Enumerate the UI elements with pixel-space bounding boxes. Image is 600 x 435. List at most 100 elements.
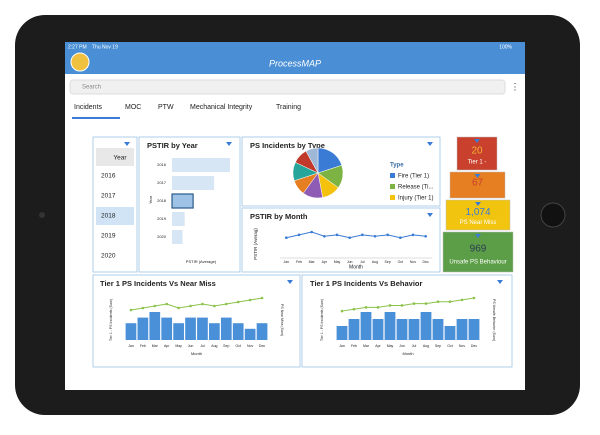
x-tick-label: Feb xyxy=(296,260,302,264)
point xyxy=(352,307,356,311)
axis-label: Year xyxy=(148,195,153,204)
tab: PTW xyxy=(158,104,174,111)
filter-icon[interactable] xyxy=(287,280,293,284)
point xyxy=(323,234,326,238)
bar xyxy=(348,319,360,340)
bar xyxy=(444,326,456,340)
bar xyxy=(197,317,208,340)
legend-swatch xyxy=(390,184,395,189)
point xyxy=(386,233,389,237)
x-tick-label: May xyxy=(175,344,182,348)
axis-label: PSTIR (Averag) xyxy=(253,228,258,260)
axis-label: Month xyxy=(349,264,363,270)
bar xyxy=(336,326,348,340)
line xyxy=(286,231,426,239)
bar xyxy=(408,319,420,340)
legend-swatch xyxy=(390,195,395,200)
bar xyxy=(172,230,183,244)
point xyxy=(153,304,157,308)
filter-icon[interactable] xyxy=(497,280,503,284)
avatar[interactable] xyxy=(70,52,90,72)
x-tick-label: Jan xyxy=(339,344,345,348)
selected-year xyxy=(96,207,134,225)
point xyxy=(400,304,404,307)
y-tick-label: 2020 xyxy=(157,234,167,239)
menu-dots[interactable]: ⋮ xyxy=(511,81,520,91)
legend-title: Type xyxy=(390,163,404,169)
axis-label: PS Unsafe Behavior (Sum) xyxy=(492,299,496,341)
x-tick-label: Aug xyxy=(423,344,429,348)
panel-title: PS Incidents by Type xyxy=(250,141,325,150)
bar xyxy=(171,193,194,209)
home-button[interactable] xyxy=(540,202,566,228)
point xyxy=(460,298,464,302)
legend-entry: Fire (Tier 1) xyxy=(398,174,429,180)
x-tick-label: Mar xyxy=(152,344,159,348)
x-tick-label: Jul xyxy=(200,344,205,348)
point xyxy=(236,300,240,304)
point xyxy=(424,302,428,305)
axis-label: PS Near Miss (Sum) xyxy=(280,304,284,336)
pie-slice xyxy=(305,147,319,174)
x-tick-label: Jun xyxy=(347,260,353,264)
year-header xyxy=(96,148,134,166)
tab: Training xyxy=(276,104,301,111)
point xyxy=(213,304,216,308)
point xyxy=(361,233,364,237)
bar xyxy=(372,319,384,340)
panel-title: Tier 1 PS Incidents Vs Behavior xyxy=(310,279,422,288)
app-header xyxy=(65,42,525,74)
x-tick-label: Nov xyxy=(410,260,416,264)
x-tick-label: Aug xyxy=(211,344,217,348)
x-tick-label: Mar xyxy=(309,260,316,264)
x-tick-label: Nov xyxy=(247,344,253,348)
point xyxy=(340,309,344,313)
y-tick-label: 2016 xyxy=(157,162,167,167)
filter-icon[interactable] xyxy=(124,142,130,146)
search-box[interactable] xyxy=(69,79,506,95)
bar xyxy=(432,319,444,340)
tab-underline xyxy=(72,117,120,119)
bar xyxy=(360,312,372,340)
point xyxy=(285,236,288,240)
point xyxy=(436,300,440,304)
legend-swatch xyxy=(390,173,395,178)
axis-label: Tier 1 - PS Incidents (Sum) xyxy=(109,299,113,341)
level-value: 1,074 xyxy=(465,207,490,218)
line xyxy=(130,297,263,311)
x-tick-label: Jan xyxy=(284,260,290,264)
point xyxy=(201,302,204,306)
x-tick-label: May xyxy=(334,260,341,264)
x-tick-label: Apr xyxy=(164,344,170,348)
x-tick-label: Jun xyxy=(188,344,194,348)
level-icon xyxy=(475,234,481,238)
year-option: 2019 xyxy=(101,233,116,240)
x-tick-label: Dec xyxy=(259,344,265,348)
x-tick-label: Apr xyxy=(322,260,328,264)
y-tick-label: 2018 xyxy=(157,198,167,203)
panel-title: Tier 1 PS Incidents Vs Near Miss xyxy=(100,279,216,288)
x-tick-label: May xyxy=(387,344,394,348)
pyramid-level[interactable] xyxy=(442,231,514,273)
bar xyxy=(185,317,196,340)
battery: 100% xyxy=(499,44,512,50)
x-tick-label: Sep xyxy=(435,344,441,348)
x-tick-label: Oct xyxy=(398,260,403,264)
point xyxy=(224,302,228,306)
year-option: 2020 xyxy=(101,253,116,260)
level-icon xyxy=(475,202,481,206)
camera xyxy=(39,212,45,218)
filter-icon[interactable] xyxy=(226,142,232,146)
tab: Mechanical Integrity xyxy=(190,104,253,111)
year-option: 2017 xyxy=(101,193,116,200)
bar xyxy=(256,323,268,340)
point xyxy=(373,234,377,238)
axis-label: Month xyxy=(191,351,202,356)
tab: MOC xyxy=(125,104,141,111)
filter-icon[interactable] xyxy=(427,213,433,217)
bar xyxy=(420,312,432,340)
time: 2:27 PM xyxy=(68,44,87,50)
filter-icon[interactable] xyxy=(427,142,433,146)
bar xyxy=(384,312,396,340)
